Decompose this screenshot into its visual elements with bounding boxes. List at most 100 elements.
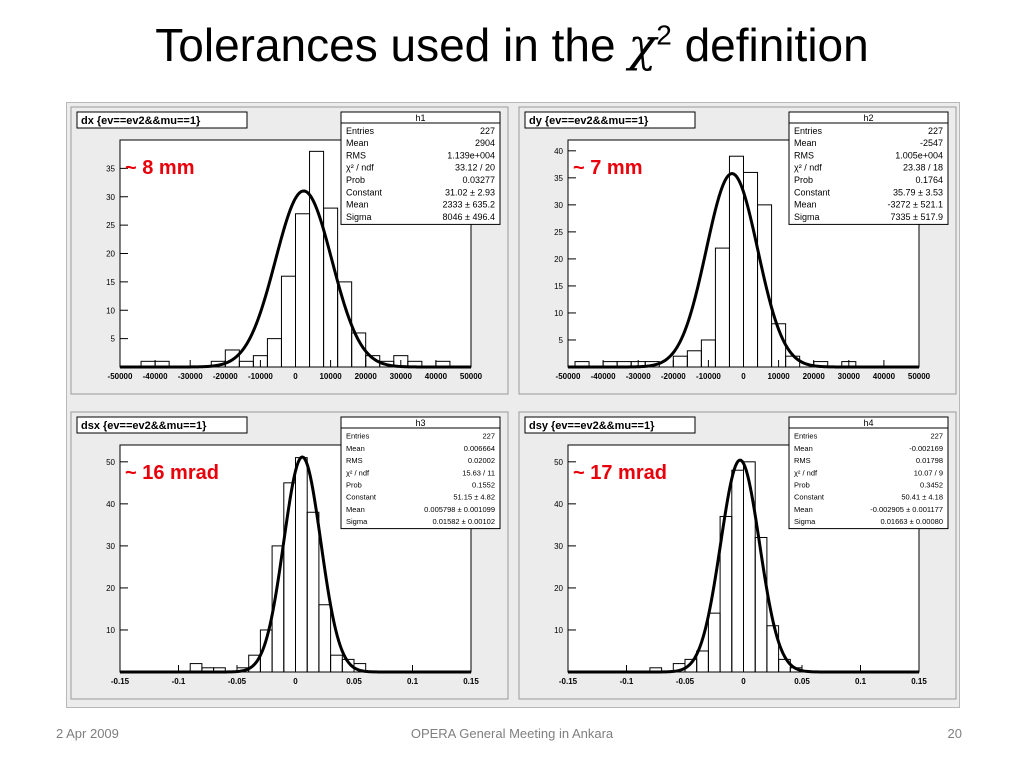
stats-value: 227 bbox=[930, 432, 943, 441]
resolution-annotation: ~ 17 mrad bbox=[573, 462, 667, 484]
stats-box-background bbox=[788, 416, 949, 530]
stats-label: Sigma bbox=[346, 212, 372, 222]
stats-label: Mean bbox=[346, 505, 365, 514]
x-tick-label: -0.1 bbox=[172, 677, 186, 686]
x-tick-label: -50000 bbox=[108, 372, 133, 381]
x-tick-label: -20000 bbox=[213, 372, 238, 381]
resolution-annotation: ~ 16 mrad bbox=[125, 462, 219, 484]
stats-value: 0.1552 bbox=[472, 481, 495, 490]
histogram-title: dsx {ev==ev2&&mu==1} bbox=[76, 416, 248, 434]
stats-label: Constant bbox=[794, 493, 825, 502]
title-text: dsx {ev==ev2&&mu==1} bbox=[81, 420, 207, 432]
stats-label: RMS bbox=[794, 456, 811, 465]
stats-label: Constant bbox=[794, 187, 831, 197]
x-tick-label: -10000 bbox=[696, 372, 721, 381]
y-tick-label: 20 bbox=[554, 255, 563, 264]
stats-label: Sigma bbox=[794, 517, 816, 526]
slide-title: Tolerances used in the χ2 definition bbox=[0, 18, 1024, 72]
x-tick-label: -50000 bbox=[556, 372, 581, 381]
stats-value: 0.03277 bbox=[462, 175, 495, 185]
histogram-title: dy {ev==ev2&&mu==1} bbox=[524, 111, 696, 129]
footer-page-number: 20 bbox=[947, 726, 962, 741]
stats-value: 227 bbox=[482, 432, 495, 441]
stats-histogram-name: h2 bbox=[863, 113, 873, 123]
x-tick-label: -30000 bbox=[626, 372, 651, 381]
resolution-annotation: ~ 7 mm bbox=[573, 157, 642, 179]
stats-label: Prob bbox=[346, 175, 365, 185]
stats-label: RMS bbox=[794, 150, 814, 160]
chi-symbol: χ bbox=[628, 18, 657, 72]
stats-value: 0.1764 bbox=[915, 175, 943, 185]
footer-center: OPERA General Meeting in Ankara bbox=[410, 726, 614, 741]
stats-value: 0.02002 bbox=[468, 456, 495, 465]
stats-box: h3 Entries 227 Mean 0.006664 RMS 0.02002 χ² / n… bbox=[340, 416, 501, 530]
stats-value: 35.79 ± 3.53 bbox=[893, 187, 943, 197]
x-tick-label: 50000 bbox=[908, 372, 931, 381]
stats-label: Mean bbox=[794, 200, 817, 210]
stats-value: 0.006664 bbox=[464, 444, 495, 453]
x-tick-label: 40000 bbox=[873, 372, 896, 381]
y-tick-label: 20 bbox=[106, 250, 115, 259]
stats-label: Prob bbox=[794, 481, 810, 490]
stats-value: -2547 bbox=[920, 138, 943, 148]
stats-value: 1.139e+004 bbox=[447, 150, 495, 160]
x-tick-label: 0 bbox=[741, 372, 746, 381]
x-tick-label: 0.05 bbox=[794, 677, 810, 686]
y-tick-label: 30 bbox=[554, 542, 563, 551]
x-tick-label: 0.1 bbox=[407, 677, 419, 686]
histogram-bar bbox=[757, 204, 773, 368]
stats-label: χ² / ndf bbox=[346, 163, 374, 173]
y-tick-label: 40 bbox=[106, 500, 115, 509]
stats-value: -0.002169 bbox=[909, 444, 943, 453]
histogram-bar bbox=[754, 536, 768, 673]
x-tick-label: -0.15 bbox=[559, 677, 578, 686]
stats-histogram-name: h4 bbox=[863, 418, 873, 428]
x-tick-label: 0 bbox=[293, 677, 298, 686]
stats-label: χ² / ndf bbox=[794, 468, 818, 477]
x-tick-label: 50000 bbox=[460, 372, 483, 381]
y-tick-label: 30 bbox=[554, 201, 563, 210]
stats-label: Mean bbox=[794, 505, 813, 514]
stats-value: 0.01663 ± 0.00080 bbox=[880, 517, 943, 526]
histogram-panel-1: -50000 -40000 -30000 -20000 -10000 0 10000 2000… bbox=[70, 106, 509, 395]
x-tick-label: -0.1 bbox=[620, 677, 634, 686]
stats-box: h1 Entries 227 Mean 2904 RMS 1.139e+004 χ² / nd… bbox=[340, 111, 501, 225]
histogram-title: dsy {ev==ev2&&mu==1} bbox=[524, 416, 696, 434]
y-tick-label: 5 bbox=[111, 335, 116, 344]
stats-box: h4 Entries 227 Mean -0.002169 RMS 0.01798 χ² / … bbox=[788, 416, 949, 530]
stats-value: 33.12 / 20 bbox=[455, 163, 495, 173]
stats-box-background bbox=[340, 416, 501, 530]
chi-superscript: 2 bbox=[656, 19, 672, 51]
stats-label: Sigma bbox=[794, 212, 820, 222]
title-text: dy {ev==ev2&&mu==1} bbox=[529, 115, 649, 127]
y-tick-label: 10 bbox=[554, 309, 563, 318]
histogram-bar bbox=[306, 511, 320, 673]
title-box bbox=[76, 416, 248, 434]
slide-title-end: definition bbox=[671, 19, 869, 71]
stats-label: χ² / ndf bbox=[346, 468, 370, 477]
histogram-panel-2: -50000 -40000 -30000 -20000 -10000 0 10000 2000… bbox=[518, 106, 957, 395]
x-tick-label: -40000 bbox=[591, 372, 616, 381]
title-box bbox=[524, 416, 696, 434]
y-tick-label: 10 bbox=[106, 626, 115, 635]
x-tick-label: 30000 bbox=[838, 372, 861, 381]
y-tick-label: 50 bbox=[106, 458, 115, 467]
stats-value: 50.41 ± 4.18 bbox=[901, 493, 943, 502]
y-tick-label: 40 bbox=[554, 147, 563, 156]
stats-value: 23.38 / 18 bbox=[903, 163, 943, 173]
stats-histogram-name: h1 bbox=[415, 113, 425, 123]
gaussian-fit-curve bbox=[120, 189, 471, 369]
y-tick-label: 10 bbox=[554, 626, 563, 635]
x-tick-label: 0.15 bbox=[911, 677, 927, 686]
y-tick-label: 5 bbox=[559, 336, 564, 345]
stats-value: 31.02 ± 2.93 bbox=[445, 187, 495, 197]
stats-value: 0.3452 bbox=[920, 481, 943, 490]
stats-label: Prob bbox=[346, 481, 362, 490]
stats-value: 2333 ± 635.2 bbox=[443, 200, 495, 210]
x-tick-label: -10000 bbox=[248, 372, 273, 381]
stats-value: 1.005e+004 bbox=[895, 150, 943, 160]
y-tick-label: 10 bbox=[106, 306, 115, 315]
y-tick-label: 15 bbox=[106, 278, 115, 287]
x-tick-label: 0.05 bbox=[346, 677, 362, 686]
stats-box-background bbox=[788, 111, 949, 225]
